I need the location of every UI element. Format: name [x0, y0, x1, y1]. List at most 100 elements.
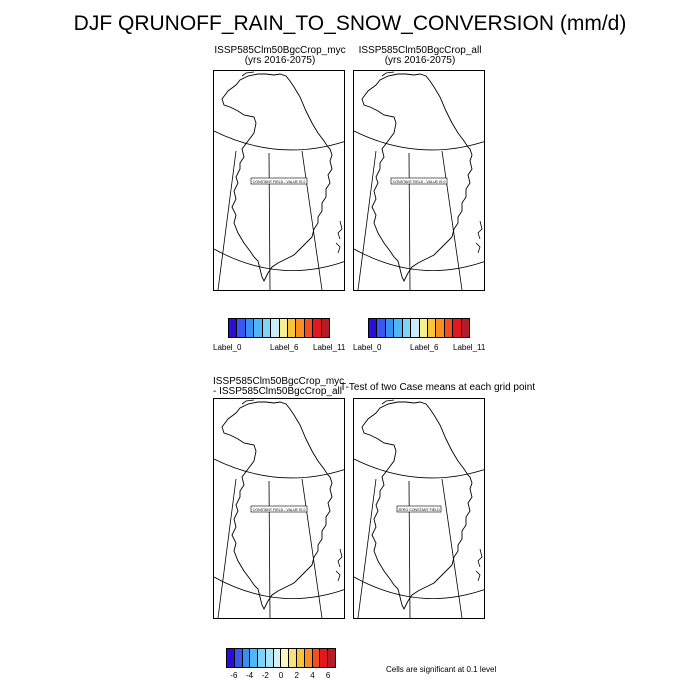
coastline-fragment	[381, 71, 395, 77]
coastline-fragment	[381, 399, 395, 405]
map-panel-2: CONSTANT FIELD - VALUE IS 0	[353, 70, 485, 291]
coastline-fragment	[335, 242, 341, 254]
colorbar-2-swatch	[461, 319, 470, 337]
meridian-line	[268, 480, 271, 618]
coastline-fragment	[337, 548, 343, 568]
latitude-line	[214, 248, 344, 271]
panel-1-years: (yrs 2016-2075)	[244, 55, 316, 66]
colorbar-difference-swatch	[242, 649, 251, 667]
colorbar-tick-label: 2	[294, 671, 299, 680]
colorbar-difference-swatch	[250, 649, 259, 667]
colorbar-difference-swatch	[258, 649, 266, 667]
colorbar-2-swatch	[444, 319, 454, 337]
latitude-line	[214, 576, 344, 599]
coastline-fragment	[477, 220, 483, 240]
colorbar-difference-ticks: -6 -4 -2 0 2 4 6	[226, 671, 336, 681]
latitude-line	[354, 576, 484, 599]
colorbar-difference-swatch	[265, 649, 274, 667]
constant-field-box	[390, 177, 448, 185]
greenland-map: CONSTANT FIELD - VALUE IS 0	[354, 71, 484, 290]
colorbar-1	[228, 318, 330, 338]
colorbar-2-swatch	[402, 319, 412, 337]
constant-field-label: ZERO CONSTANT FIELD	[398, 508, 440, 512]
coastline-fragment	[337, 220, 343, 240]
panel-2-case: ISSP585Clm50BgcCrop_all	[358, 45, 482, 56]
colorbar-difference-swatch	[312, 649, 321, 667]
colorbar-2-swatch	[377, 319, 386, 337]
latitude-line	[354, 130, 484, 151]
colorbar-2-swatch	[394, 319, 403, 337]
colorbar-1-swatch	[279, 319, 288, 337]
meridian-line	[301, 478, 323, 618]
greenland-map: ZERO CONSTANT FIELD	[354, 399, 484, 618]
colorbar-1-swatch	[237, 319, 246, 337]
colorbar-2-label-max: Label_11	[453, 343, 486, 352]
latitude-line	[214, 130, 344, 151]
colorbar-tick-label: -2	[261, 671, 269, 680]
meridian-line	[408, 480, 411, 618]
meridian-line	[441, 150, 463, 290]
panel-4-title: T-Test of two Case means at each grid po…	[340, 382, 536, 393]
panel-3-line2: - ISSP585Clm50BgcCrop_all	[213, 386, 342, 397]
constant-field-box	[396, 505, 442, 513]
colorbar-tick-label: 0	[278, 671, 284, 680]
meridian-line	[301, 150, 323, 290]
colorbar-1-swatch	[313, 319, 322, 337]
greenland-coastline	[221, 73, 333, 283]
colorbar-difference-swatch	[304, 649, 313, 667]
colorbar-1-swatch	[271, 319, 280, 337]
colorbar-2-swatch	[385, 319, 395, 337]
colorbar-2	[368, 318, 470, 338]
coastline-fragment	[475, 570, 481, 582]
colorbar-2-swatch	[411, 319, 420, 337]
colorbar-1-label-min: Label_0	[213, 343, 242, 352]
colorbar-difference	[226, 648, 336, 668]
greenland-map: CONSTANT FIELD - VALUE IS 0	[214, 71, 344, 290]
colorbar-difference-swatch	[320, 649, 329, 667]
colorbar-difference-swatch	[289, 649, 298, 667]
panel-2-title: ISSP585Clm50BgcCrop_all (yrs 2016-2075)	[340, 46, 500, 66]
constant-field-label: CONSTANT FIELD - VALUE IS 0	[253, 180, 306, 184]
map-panel-3: CONSTANT FIELD - VALUE IS 0	[213, 398, 345, 619]
meridian-line	[217, 478, 237, 618]
latitude-line	[354, 248, 484, 271]
panel-2-years: (yrs 2016-2075)	[384, 55, 456, 66]
meridian-line	[441, 478, 463, 618]
greenland-coastline	[361, 73, 473, 283]
colorbar-difference-swatch	[328, 649, 335, 667]
panel-3-line1: ISSP585Clm50BgcCrop_myc	[213, 376, 345, 387]
colorbar-difference-swatch	[273, 649, 282, 667]
colorbar-1-label-max: Label_11	[313, 343, 346, 352]
panel-1-case: ISSP585Clm50BgcCrop_myc	[214, 45, 346, 56]
colorbar-2-swatch	[427, 319, 437, 337]
colorbar-1-swatch	[296, 319, 305, 337]
meridian-line	[217, 150, 237, 290]
colorbar-difference-swatch	[227, 649, 235, 667]
colorbar-difference-swatch	[234, 649, 243, 667]
page-title: DJF QRUNOFF_RAIN_TO_SNOW_CONVERSION (mm/…	[73, 12, 627, 35]
coastline-fragment	[241, 71, 255, 77]
significance-note: Cells are significant at 0.1 level	[386, 665, 497, 674]
greenland-map: CONSTANT FIELD - VALUE IS 0	[214, 399, 344, 618]
colorbar-difference-swatch	[297, 649, 305, 667]
colorbar-2-swatch	[369, 319, 378, 337]
panel-1-title: ISSP585Clm50BgcCrop_myc (yrs 2016-2075)	[200, 46, 360, 66]
greenland-coastline	[361, 401, 473, 611]
colorbar-1-swatch	[262, 319, 272, 337]
meridian-line	[408, 152, 411, 290]
colorbar-1-label-mid: Label_6	[270, 343, 299, 352]
colorbar-2-swatch	[436, 319, 445, 337]
constant-field-label: CONSTANT FIELD - VALUE IS 0	[393, 180, 446, 184]
colorbar-tick-label: -4	[246, 671, 254, 680]
meridian-line	[268, 152, 271, 290]
panel-3-title: ISSP585Clm50BgcCrop_myc - ISSP585Clm50Bg…	[213, 377, 344, 397]
colorbar-tick-label: 4	[310, 671, 315, 680]
constant-field-box	[250, 505, 308, 513]
meridian-line	[357, 150, 377, 290]
colorbar-tick-label: -6	[230, 671, 238, 680]
colorbar-2-swatch	[453, 319, 462, 337]
colorbar-1-swatch	[321, 319, 330, 337]
colorbar-1-swatch	[245, 319, 255, 337]
colorbar-1-swatch	[229, 319, 238, 337]
map-panel-4: ZERO CONSTANT FIELD	[353, 398, 485, 619]
